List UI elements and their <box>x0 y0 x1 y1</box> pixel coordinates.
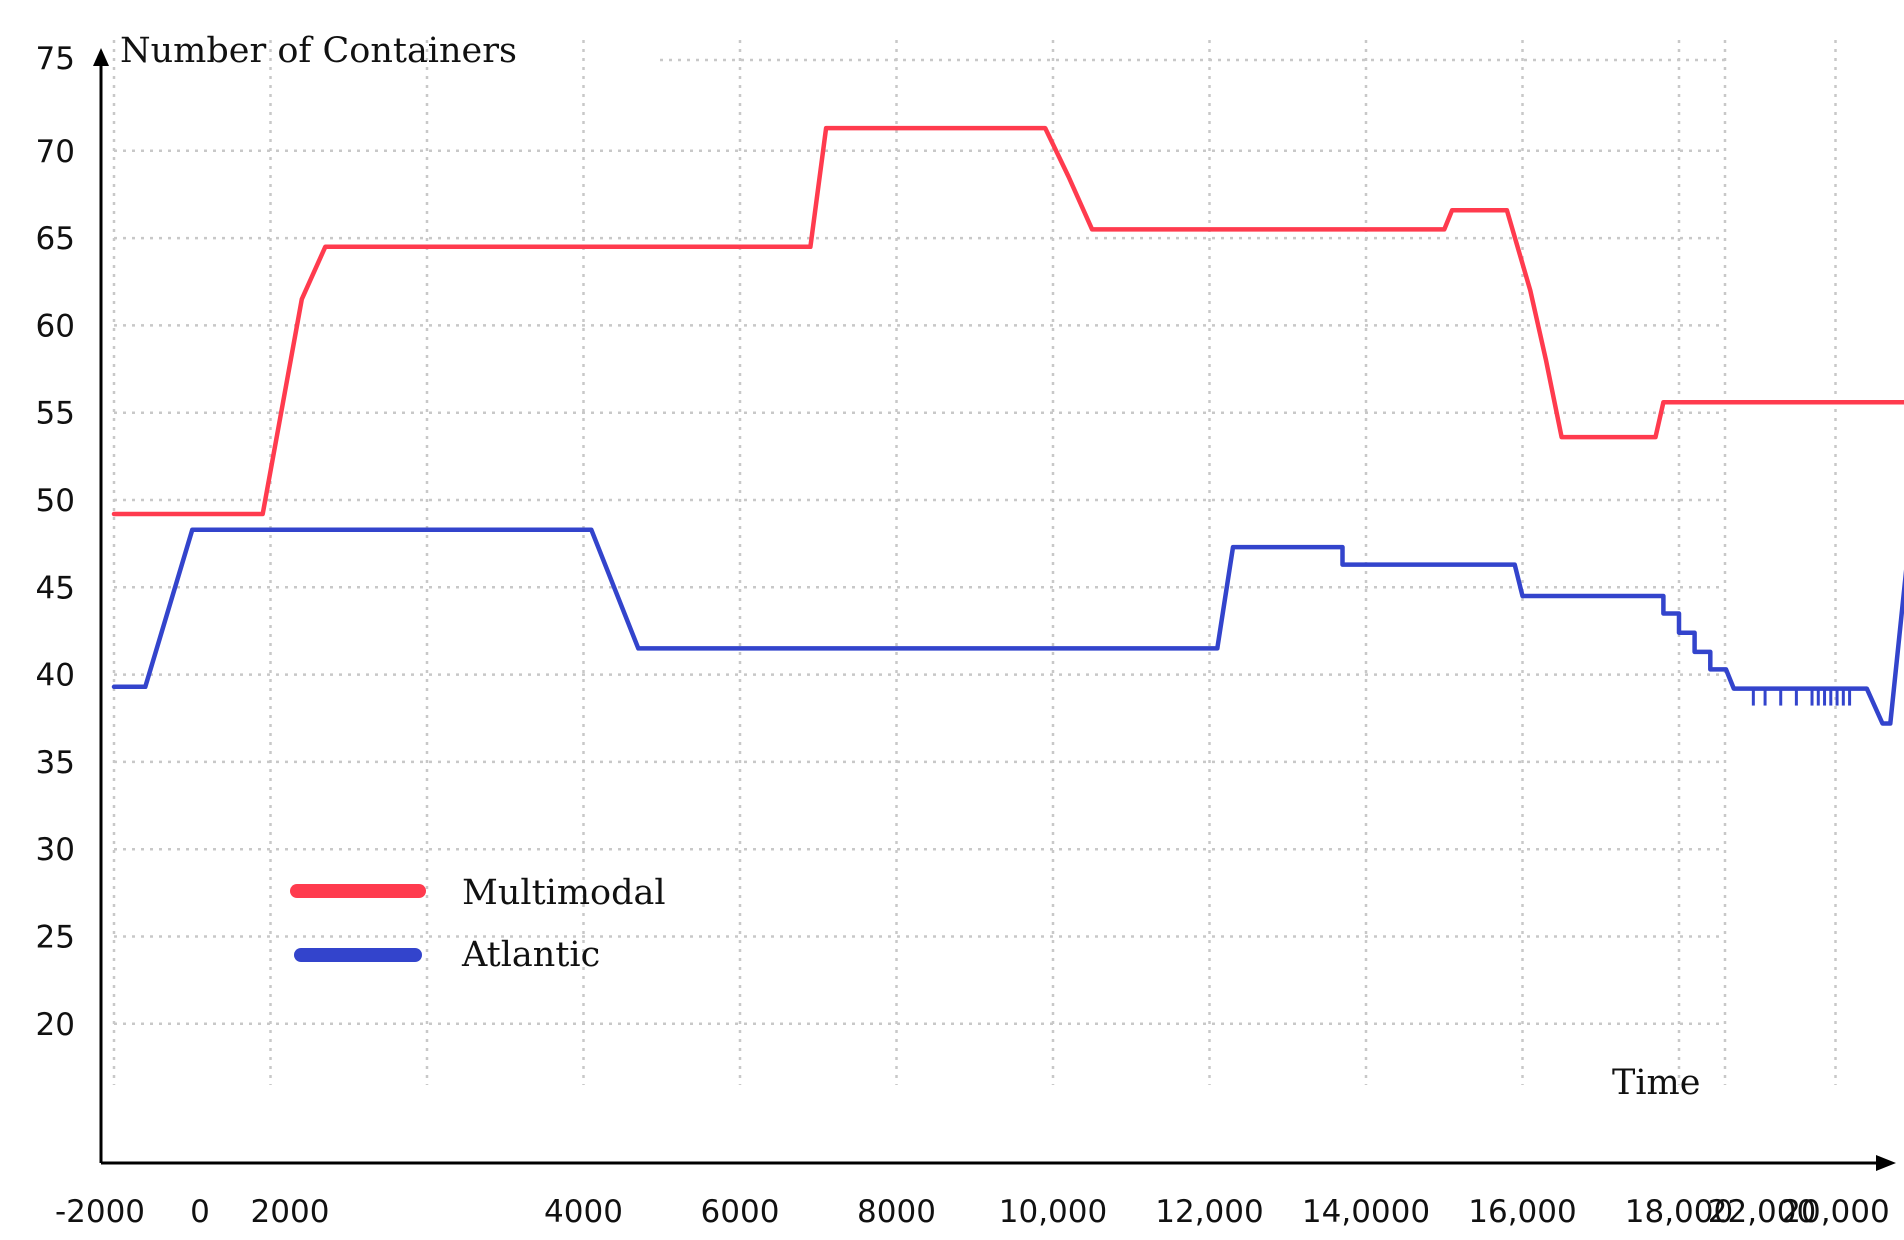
y-tick-label: 30 <box>36 832 75 868</box>
y-tick-label: 25 <box>36 920 75 956</box>
y-tick-label: 40 <box>36 658 75 694</box>
x-axis-arrowhead <box>1876 1155 1896 1171</box>
y-tick-label: 75 <box>36 41 75 77</box>
x-tick-label: 14,0000 <box>1302 1194 1430 1230</box>
x-tick-label: -2000 <box>55 1194 145 1230</box>
x-tick-label: 0 <box>190 1194 210 1230</box>
series-line-multimodal <box>111 125 1904 517</box>
y-tick-label: 35 <box>36 745 75 781</box>
y-tick-label: 65 <box>36 221 75 257</box>
y-tick-label: 70 <box>36 134 75 170</box>
y-axis-arrowhead <box>93 48 109 66</box>
legend-label-atlantic: Atlantic <box>461 935 600 975</box>
legend-swatch-atlantic <box>294 948 422 962</box>
x-tick-label: 8000 <box>857 1194 936 1230</box>
y-tick-label: 50 <box>36 483 75 519</box>
x-tick-labels: -2000 0 2000 4000 6000 8000 10,000 12,000 14,000… <box>55 1194 1890 1230</box>
axes <box>93 48 1896 1171</box>
series <box>111 125 1904 726</box>
legend-label-multimodal: Multimodal <box>462 873 666 913</box>
grid <box>112 40 1837 1085</box>
x-tick-label: 16,000 <box>1468 1194 1576 1230</box>
x-tick-label: 20,000 <box>1781 1194 1889 1230</box>
x-axis-title: Time <box>1612 1063 1700 1103</box>
x-tick-label: 4000 <box>544 1194 623 1230</box>
legend-swatch-multimodal <box>290 884 426 898</box>
y-tick-labels: 20 25 30 35 40 45 50 55 60 65 70 75 <box>36 41 75 1043</box>
x-tick-label: 18,000 <box>1625 1194 1733 1230</box>
y-tick-label: 60 <box>36 308 75 344</box>
series-line-atlantic <box>111 527 1904 726</box>
x-tick-label: 12,000 <box>1155 1194 1263 1230</box>
x-tick-label: 2000 <box>251 1194 330 1230</box>
y-tick-label: 20 <box>36 1007 75 1043</box>
x-tick-label: 6000 <box>701 1194 780 1230</box>
x-tick-label: 10,000 <box>999 1194 1107 1230</box>
y-tick-label: 45 <box>36 570 75 606</box>
y-axis-title: Number of Containers <box>120 31 517 71</box>
y-tick-label: 55 <box>36 396 75 432</box>
x-tick-label: 22,000 <box>1708 1194 1816 1230</box>
legend: Multimodal Atlantic <box>290 873 666 975</box>
